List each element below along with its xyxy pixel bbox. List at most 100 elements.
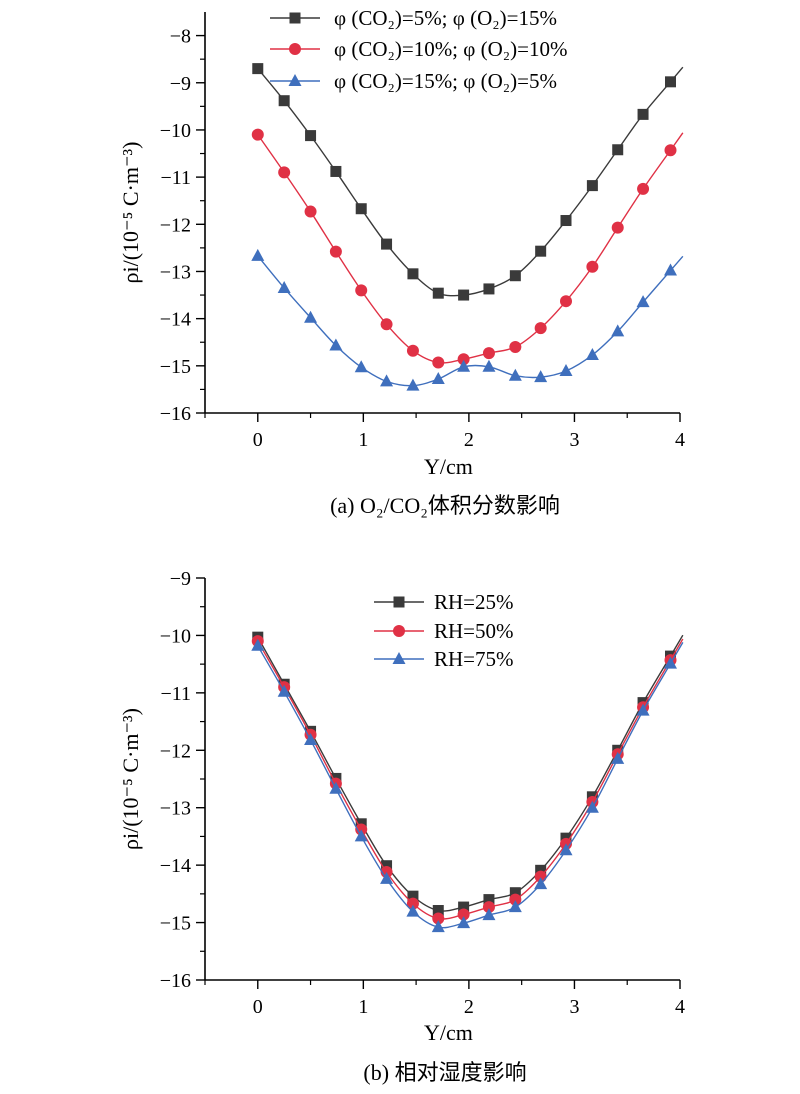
chart2-series-3-point (611, 751, 625, 764)
chart2-series-3 (251, 638, 684, 933)
chart1-series-2-point (586, 260, 599, 273)
chart2-series-3-point (508, 900, 522, 913)
chart2-legend-label-2: RH=50% (434, 619, 514, 643)
chart2-series-1-point (535, 864, 547, 876)
chart1-series-1-point (278, 95, 290, 107)
chart2-series-3-point (251, 638, 265, 651)
chart1-series-2-point (664, 144, 677, 157)
chart1-ytick-label: −11 (160, 167, 191, 189)
chart1-series-3-point (304, 310, 318, 323)
chart1-series-3-point (482, 359, 496, 372)
chart2-series-2-point (406, 897, 419, 910)
chart1-ytick-label: −16 (160, 403, 191, 425)
chart1-series-2-point (457, 353, 470, 366)
chart2-ytick-label: −12 (160, 740, 191, 762)
chart1-xtick-label: 4 (675, 429, 685, 451)
chart1-legend-marker-3 (288, 74, 302, 86)
chart1-legend-label-1: φ (CO₂)=5%; φ (O₂)=15% (334, 6, 557, 30)
chart2-y-title: ρi/(10⁻⁵ C·m⁻³) (118, 708, 143, 850)
chart2-series-1-point (483, 894, 495, 906)
chart2: −16 −15 −14 −13 −12 −11 −10 −9 0 1 2 3 4 Y/cm ρi/(10⁻⁵… (118, 568, 685, 1085)
chart2-xtick-label: 2 (464, 996, 474, 1018)
chart1-series-3-point (611, 324, 625, 337)
chart1-ytick-label: −14 (160, 309, 191, 331)
chart2-series-1-point (432, 905, 444, 917)
chart2-series-3-point (482, 908, 496, 921)
chart2-series-1 (252, 631, 684, 917)
chart1-series-1-line (257, 66, 684, 297)
chart1-series-3-line (257, 255, 684, 387)
chart2-series-3-point (636, 703, 650, 716)
chart1-series-2 (251, 128, 684, 369)
chart1-series-3-point (636, 295, 650, 308)
chart1-series-3-point (457, 359, 471, 372)
chart1-legend-label-3: φ (CO₂)=15%; φ (O₂)=5% (334, 69, 557, 93)
chart1-series-1 (252, 63, 684, 301)
chart2-series-1-point (458, 901, 470, 913)
chart1-series-3-point (354, 360, 368, 373)
chart2-series-3-point (457, 916, 471, 929)
chart1-series-3-point (431, 372, 445, 385)
chart1-series-1-point (560, 215, 572, 227)
chart2-series-2-point (457, 908, 470, 921)
chart1-series-1-point (586, 180, 598, 192)
chart1-series-2-point (534, 322, 547, 335)
chart2-xtick-label: 3 (569, 996, 579, 1018)
chart1-series-1-point (407, 268, 419, 280)
chart1-series-2-point (560, 295, 572, 308)
chart1-y-title: ρi/(10⁻⁵ C·m⁻³) (118, 142, 143, 284)
chart2-x-title: Y/cm (424, 1020, 473, 1045)
chart2-series-3-point (431, 920, 445, 933)
chart1-series-1-point (305, 130, 317, 142)
chart1-series-2-point (251, 128, 264, 141)
chart2-series-3-point (277, 684, 291, 697)
chart2-series-3-point (329, 781, 343, 794)
chart2-series-3-point (380, 871, 394, 884)
chart1-series-2-point (611, 221, 624, 234)
chart1-series-3 (251, 248, 684, 391)
chart1-ytick-label: −8 (170, 26, 191, 48)
chart2-legend-label-1: RH=25% (434, 590, 514, 614)
chart2-ytick-label: −10 (160, 625, 191, 647)
chart2-series-3-point (559, 843, 573, 856)
chart1-series-1-point (458, 289, 470, 301)
chart1-xtick-label: 0 (253, 429, 263, 451)
chart2-caption: (b) 相对湿度影响 (363, 1060, 526, 1085)
chart2-ytick-label: −16 (160, 970, 191, 992)
chart1: −16 −15 −14 −13 −12 −11 −10 −9 −8 0 1 2 3 4 Y/cm ρi/(10… (118, 6, 685, 518)
chart1-ytick-label: −12 (160, 214, 191, 236)
chart2-series-1-point (509, 887, 521, 899)
chart1-series-1-point (535, 245, 547, 257)
chart2-ytick-label: −13 (160, 798, 191, 820)
chart1-series-1-point (637, 108, 649, 120)
chart1-series-1-point (612, 144, 624, 156)
chart1-series-2-point (304, 205, 317, 218)
chart2-series-2-point (432, 912, 445, 925)
chart2-legend-marker-3 (392, 652, 406, 664)
chart2-series-3-point (585, 800, 599, 813)
chart1-series-3-point (585, 347, 599, 360)
chart2-series-3-point (664, 656, 677, 669)
chart2-legend-label-3: RH=75% (434, 647, 514, 671)
chart2-legend-marker-2 (393, 625, 405, 637)
chart1-x-title: Y/cm (424, 454, 473, 479)
chart1-series-3-point (251, 248, 265, 261)
chart2-series-2-point (482, 901, 495, 914)
chart1-ytick-label: −10 (160, 120, 191, 142)
chart1-legend-marker-1 (289, 12, 301, 24)
chart1-series-1-point (355, 203, 367, 215)
chart1-caption: (a) O₂/CO₂体积分数影响 (330, 493, 560, 518)
chart1-series-1-point (509, 270, 521, 282)
chart1-series-2-point (509, 340, 522, 353)
chart2-ytick-label: −9 (170, 568, 191, 590)
chart1-series-3-point (380, 374, 394, 387)
chart1-series-3-point (508, 368, 522, 381)
chart1-series-2-point (482, 347, 495, 360)
chart1-ytick-label: −9 (170, 73, 191, 95)
chart1-series-1-point (252, 63, 264, 75)
chart1-series-1-point (665, 76, 676, 88)
chart1-series-3-point (534, 370, 548, 383)
chart1-series-2-point (278, 166, 291, 179)
chart2-series-3-line (257, 642, 684, 929)
